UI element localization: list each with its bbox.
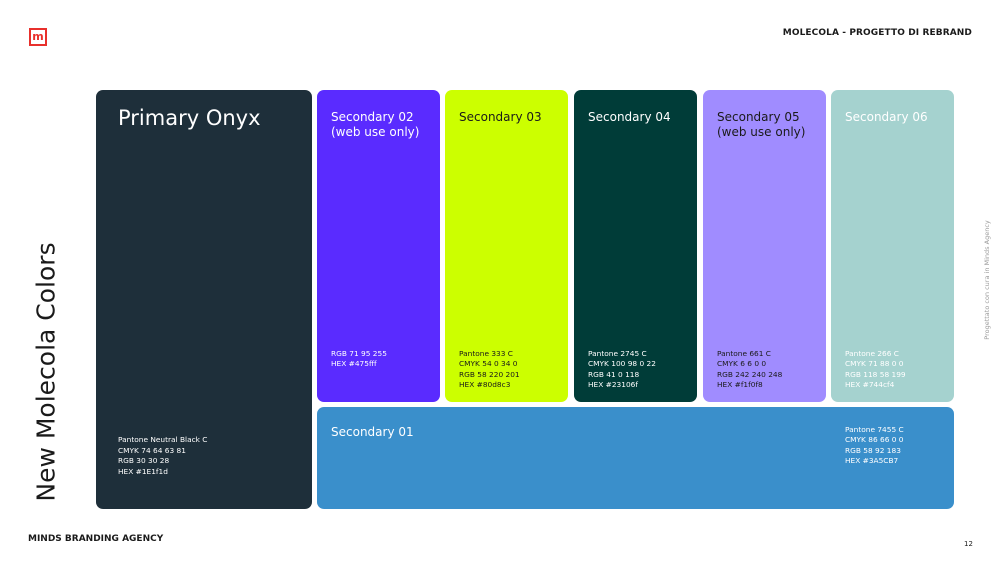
color-name: Secondary 06 [845,110,928,124]
color-name: Secondary 03 [459,110,542,124]
spec-line: HEX #f1f0f8 [717,380,763,390]
color-card-secondary-01: Secondary 01 Pantone 7455 C CMYK 86 66 0… [317,407,954,509]
spec-line: RGB 118 58 199 [845,369,906,379]
spec-line: RGB 58 92 183 [845,445,901,455]
spec-line: CMYK 86 66 0 0 [845,435,904,445]
spec-line: CMYK 74 64 63 81 [118,445,186,455]
spec-line: RGB 71 95 255 [331,349,387,358]
spec-line: HEX #1E1f1d [118,466,168,476]
spec-line: HEX #744cf4 [845,380,895,390]
color-name: Secondary 01 [331,425,414,439]
color-card-secondary-02: Secondary 02 (web use only) RGB 71 95 25… [317,90,440,402]
spec-line: HEX #475fff [331,359,377,369]
spec-line: Pantone 333 C [459,349,513,358]
spec-line: Pantone Neutral Black C [118,435,208,445]
color-card-secondary-06: Secondary 06 Pantone 266 C CMYK 71 88 0 … [831,90,954,402]
page-number: 12 [964,540,973,548]
spec-line: Pantone 661 C [717,349,771,358]
logo-letter: m [32,30,44,43]
footer-agency: MINDS BRANDING AGENCY [28,534,164,544]
color-card-primary-onyx: Primary Onyx Pantone Neutral Black C CMY… [96,90,312,509]
spec-line: RGB 58 220 201 [459,369,520,379]
color-specs: Pantone 661 C CMYK 6 6 0 0 RGB 242 240 2… [717,349,782,391]
color-specs: Pantone 7455 C CMYK 86 66 0 0 RGB 58 92 … [845,425,904,467]
molecola-logo: m [29,28,47,46]
color-specs: RGB 71 95 255 HEX #475fff [331,349,387,370]
color-card-secondary-03: Secondary 03 Pantone 333 C CMYK 54 0 34 … [445,90,568,402]
color-specs: Pantone Neutral Black C CMYK 74 64 63 81… [118,435,207,477]
spec-line: RGB 41 0 118 [588,369,640,379]
spec-line: CMYK 100 98 0 22 [588,359,656,369]
spec-line: HEX #3A5CB7 [845,456,899,466]
spec-line: RGB 242 240 248 [717,369,783,379]
color-card-secondary-04: Secondary 04 Pantone 2745 C CMYK 100 98 … [574,90,697,402]
page-title: New Molecola Colors [31,242,61,502]
color-name: Secondary 05 (web use only) [717,110,806,139]
header-title: MOLECOLA - PROGETTO DI REBRAND [782,28,972,38]
color-name: Primary Onyx [118,106,261,130]
color-specs: Pantone 333 C CMYK 54 0 34 0 RGB 58 220 … [459,349,520,391]
spec-line: HEX #23106f [588,380,638,390]
spec-line: Pantone 7455 C [845,425,904,434]
spec-line: HEX #80d8c3 [459,380,511,390]
color-specs: Pantone 2745 C CMYK 100 98 0 22 RGB 41 0… [588,349,656,391]
color-specs: Pantone 266 C CMYK 71 88 0 0 RGB 118 58 … [845,349,906,391]
spec-line: Pantone 266 C [845,349,899,358]
spec-line: RGB 30 30 28 [118,456,170,466]
color-name: Secondary 02 (web use only) [331,110,420,139]
spec-line: CMYK 54 0 34 0 [459,359,518,369]
color-name: Secondary 04 [588,110,671,124]
spec-line: CMYK 6 6 0 0 [717,359,767,369]
side-credit: Progettato con cura in Minds Agency [983,220,991,340]
spec-line: Pantone 2745 C [588,349,647,358]
spec-line: CMYK 71 88 0 0 [845,359,904,369]
color-card-secondary-05: Secondary 05 (web use only) Pantone 661 … [703,90,826,402]
